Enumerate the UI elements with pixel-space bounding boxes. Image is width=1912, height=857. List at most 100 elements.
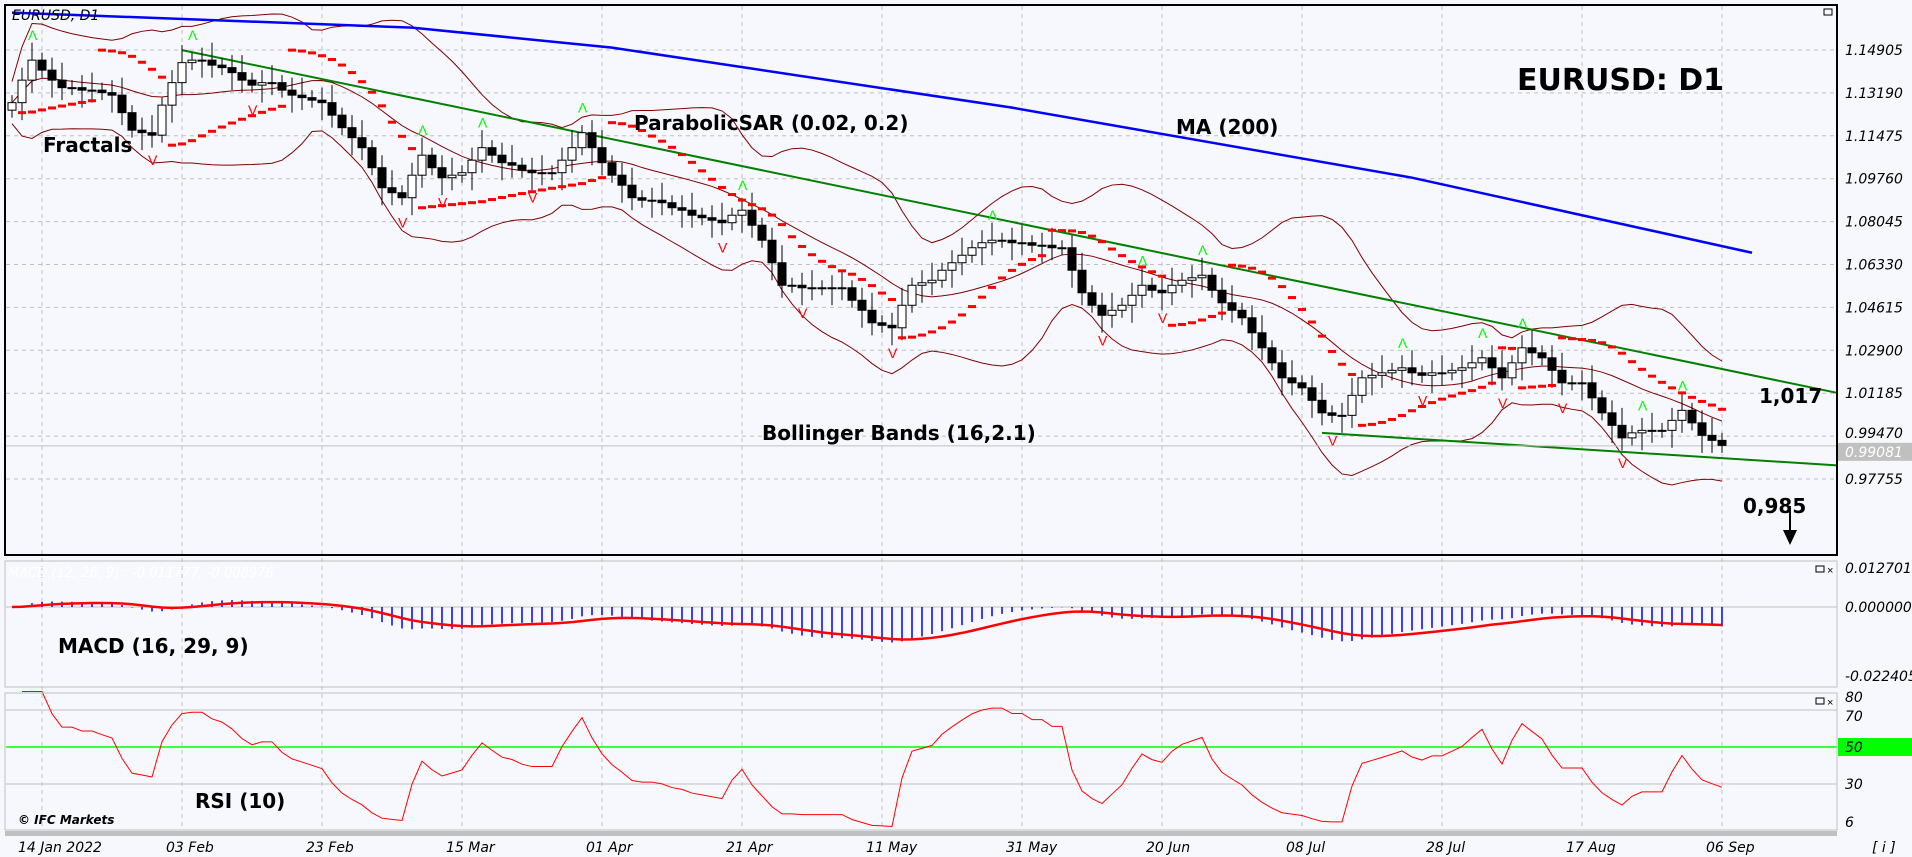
sar-dot	[168, 143, 176, 147]
sar-dot	[148, 67, 156, 71]
candle-bear	[297, 94, 307, 99]
candle-bear	[1207, 274, 1217, 291]
candle-bear	[797, 284, 807, 289]
sar-dot	[658, 139, 666, 143]
fractal-down-icon: V	[438, 195, 448, 211]
info-button[interactable]: [ i ]	[1872, 840, 1896, 856]
sar-dot	[1598, 341, 1606, 345]
price-tick-label: 1.11475	[1845, 129, 1903, 145]
sar-dot	[488, 198, 496, 202]
candle-bull	[447, 174, 457, 179]
candle-bull	[737, 209, 747, 216]
sar-dot	[258, 110, 266, 114]
candle-bear	[1717, 439, 1727, 446]
sar-dot	[1428, 401, 1436, 405]
rsi-window-controls[interactable]: ×	[1815, 697, 1833, 709]
date-label: 08 Jul	[1286, 840, 1325, 856]
sar-dot	[1008, 268, 1016, 272]
candle-bear	[1147, 284, 1157, 291]
candle-bull	[1037, 244, 1047, 247]
sar-dot	[408, 147, 416, 151]
date-label: 31 May	[1006, 840, 1058, 856]
candle-bear	[107, 92, 117, 96]
rsi-tick-label: 6	[1845, 815, 1854, 831]
sar-dot	[1098, 240, 1106, 244]
ma200-line	[11, 11, 1753, 254]
sar-dot	[638, 128, 646, 132]
candle-bull	[727, 214, 737, 224]
sar-dot	[1698, 399, 1706, 403]
fractal-down-icon: V	[1158, 310, 1168, 326]
sar-dot	[98, 48, 106, 52]
horizontal-scrollbar[interactable]	[5, 831, 1837, 836]
candle-bull	[1017, 242, 1027, 245]
maximize-main-icon[interactable]	[1823, 8, 1833, 16]
candle-bear	[497, 154, 507, 164]
sar-dot	[728, 193, 736, 197]
candle-bear	[667, 202, 677, 209]
candle-bear	[1227, 302, 1237, 311]
candle-bear	[377, 167, 387, 189]
candle-bear	[1417, 372, 1427, 376]
candle-bear	[137, 129, 147, 134]
candle-bull	[827, 287, 837, 290]
candle-bear	[117, 94, 127, 114]
sar-dot	[398, 134, 406, 138]
sar-dot	[1318, 334, 1326, 338]
sar-dot	[1218, 311, 1226, 315]
copyright: © IFC Markets	[18, 813, 114, 827]
symbol-label: EURUSD, D1	[12, 8, 99, 24]
sar-dot	[1338, 362, 1346, 366]
sar-dot	[1188, 321, 1196, 325]
candle-bull	[187, 59, 197, 64]
sar-dot	[1148, 270, 1156, 274]
candle-bear	[887, 324, 897, 329]
sar-dot	[388, 120, 396, 124]
candle-bear	[47, 69, 57, 81]
sar-dot	[78, 100, 86, 104]
date-label: 01 Apr	[586, 840, 634, 856]
sar-dot	[1458, 391, 1466, 395]
fractal-up-icon: Λ	[1478, 325, 1488, 341]
sar-dot	[178, 142, 186, 146]
candle-bull	[1367, 374, 1377, 379]
rsi-tick-label: 30	[1845, 777, 1863, 793]
sar-dot	[1548, 383, 1556, 387]
candle-bull	[577, 132, 587, 149]
sar-dot	[358, 80, 366, 84]
down-arrow-icon	[1783, 506, 1797, 545]
macd-panel-frame	[4, 560, 1838, 688]
bollinger-upper	[11, 13, 1723, 362]
sar-dot	[1718, 407, 1726, 411]
sar-dot	[588, 179, 596, 183]
candle-bear	[757, 224, 767, 241]
current-price-label: 0.99081	[1845, 445, 1903, 461]
candle-bull	[17, 79, 27, 104]
sar-dot	[1478, 385, 1486, 389]
sar-dot	[818, 259, 826, 263]
sar-dot	[958, 313, 966, 317]
fractal-up-icon: Λ	[1198, 242, 1208, 258]
date-label: 20 Jun	[1146, 840, 1190, 856]
sar-dot	[1668, 386, 1676, 390]
candle-bull	[1457, 367, 1467, 371]
candle-bear	[287, 89, 297, 96]
macd-window-controls[interactable]: ×	[1815, 565, 1833, 577]
candle-bull	[817, 287, 827, 290]
candle-bear	[607, 162, 617, 176]
rsi-line	[22, 691, 1723, 827]
candle-bear	[617, 174, 627, 186]
rsi-tick-label: 80	[1845, 690, 1863, 706]
sar-dot	[1568, 337, 1576, 341]
sar-dot	[698, 169, 706, 173]
sar-dot	[1648, 374, 1656, 378]
candle-bull	[1667, 419, 1677, 431]
date-label: 17 Aug	[1566, 840, 1616, 856]
fractal-down-icon: V	[1328, 432, 1338, 448]
fractal-up-icon: Λ	[1138, 252, 1148, 268]
candle-bear	[1617, 424, 1627, 439]
sar-dot	[918, 333, 926, 337]
candle-bear	[597, 147, 607, 164]
candle-bear	[677, 207, 687, 211]
sar-dot	[1468, 389, 1476, 393]
